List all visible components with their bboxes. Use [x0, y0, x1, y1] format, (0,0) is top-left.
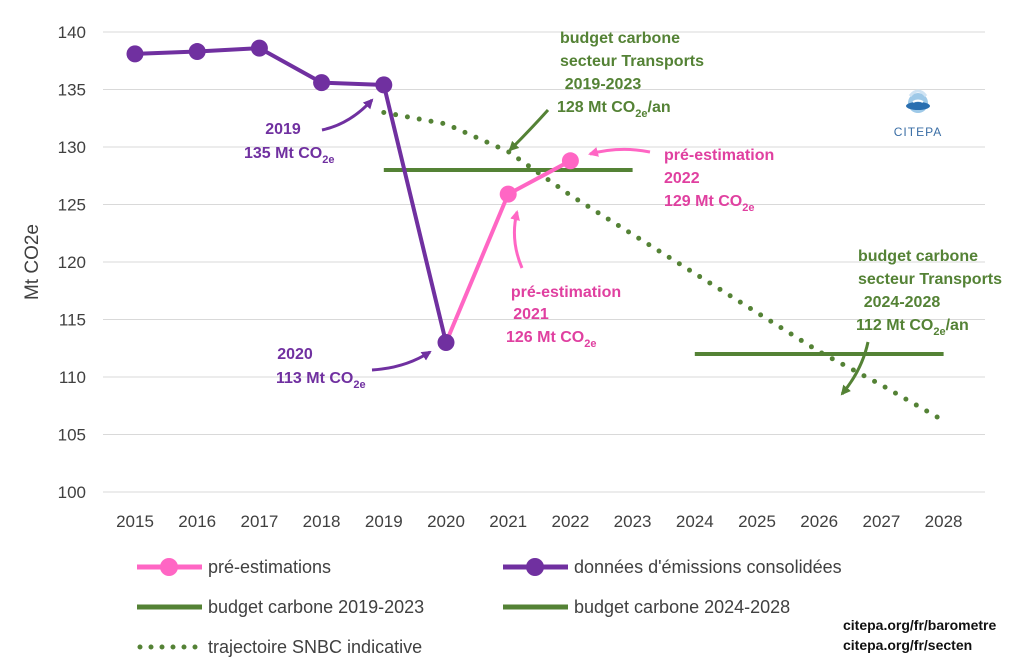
legend-label-budget-2024: budget carbone 2024-2028 [574, 597, 790, 617]
annotation-2022-title: pré-estimation [664, 147, 774, 164]
pre-estimation-point-2021 [499, 185, 517, 203]
series-0-line [134, 46, 448, 343]
annotation-budget-2024-line2: secteur Transports [858, 271, 1002, 288]
legend-marker-donnees [526, 558, 544, 576]
x-tick-2026: 2026 [800, 512, 838, 531]
y-tick-115: 115 [59, 311, 86, 330]
annotation-2021-value: 126 Mt CO2e [506, 329, 597, 350]
arrow-budget-2019 [508, 108, 550, 152]
annotation-2019: 2019 135 Mt CO2e [244, 121, 335, 166]
legend-item-budget-2024-2028: budget carbone 2024-2028 [503, 597, 790, 617]
arrow-budget-2024 [840, 341, 870, 396]
annotation-2019-year: 2019 [265, 121, 301, 138]
x-tick-2016: 2016 [178, 512, 216, 531]
annotation-budget-2019-line1: budget carbone [560, 30, 680, 47]
annotation-budget-2019-2023: budget carbone secteur Transports 2019-2… [557, 30, 704, 120]
annotation-2022-year: 2022 [664, 170, 700, 187]
x-tick-2017: 2017 [240, 512, 278, 531]
annotation-budget-2019-line2: secteur Transports [560, 53, 704, 70]
x-tick-2025: 2025 [738, 512, 776, 531]
consolidated-point-2015 [126, 45, 144, 63]
x-tick-2027: 2027 [862, 512, 900, 531]
x-tick-2019: 2019 [365, 512, 403, 531]
x-tick-labels: 2015 2016 2017 2018 2019 2020 2021 2022 2023 2024… [116, 512, 962, 531]
legend-item-snbc: trajectoire SNBC indicative [137, 637, 422, 657]
annotation-2022-value: 129 Mt CO2e [664, 193, 755, 214]
legend-label-snbc: trajectoire SNBC indicative [208, 637, 422, 657]
y-tick-120: 120 [58, 253, 86, 272]
x-tick-2022: 2022 [551, 512, 589, 531]
arrow-2021 [510, 210, 524, 269]
x-tick-2023: 2023 [614, 512, 652, 531]
annotation-budget-2024-value: 112 Mt CO2e/an [856, 317, 969, 338]
annotation-budget-2024-2028: budget carbone secteur Transports 2024-2… [856, 248, 1002, 338]
annotation-2021-year: 2021 [513, 306, 549, 323]
y-tick-105: 105 [58, 426, 86, 445]
consolidated-point-2018 [313, 74, 331, 92]
arrow-2019 [321, 98, 374, 132]
annotation-budget-2024-line3: 2024-2028 [864, 294, 941, 311]
annotation-2019-value: 135 Mt CO2e [244, 145, 335, 166]
x-tick-2020: 2020 [427, 512, 465, 531]
legend-label-donnees: données d'émissions consolidées [574, 557, 842, 577]
annotation-budget-2019-value: 128 Mt CO2e/an [557, 99, 671, 120]
consolidated-point-2016 [188, 43, 206, 61]
emission-series [126, 39, 579, 351]
legend-label-pre-estimations: pré-estimations [208, 557, 331, 577]
annotation-arrows [321, 98, 870, 396]
snbc-dotted-line [381, 110, 947, 424]
y-tick-110: 110 [59, 368, 86, 387]
snbc-trajectory [381, 110, 947, 424]
arrow-2020 [371, 350, 432, 372]
legend: pré-estimations données d'émissions cons… [137, 557, 842, 657]
annotation-2020: 2020 113 Mt CO2e [276, 346, 366, 391]
y-tick-135: 135 [58, 81, 86, 100]
annotation-2021: pré-estimation 2021 126 Mt CO2e [506, 284, 621, 350]
arrow-2022 [588, 147, 651, 157]
legend-label-budget-2019: budget carbone 2019-2023 [208, 597, 424, 617]
budget-lines [383, 168, 944, 356]
annotation-budget-2019-line3: 2019-2023 [565, 76, 642, 93]
legend-item-donnees-consolidees: données d'émissions consolidées [503, 557, 842, 577]
citepa-logo-text: CITEPA [894, 125, 942, 139]
legend-item-budget-2019-2023: budget carbone 2019-2023 [137, 597, 424, 617]
y-axis-label: Mt CO2e [22, 224, 43, 300]
x-tick-2021: 2021 [489, 512, 527, 531]
consolidated-point-2019 [375, 76, 393, 94]
gridlines [103, 31, 985, 493]
consolidated-point-2020 [437, 334, 455, 351]
x-tick-2028: 2028 [925, 512, 963, 531]
x-tick-2018: 2018 [303, 512, 341, 531]
annotation-2021-title: pré-estimation [511, 284, 621, 301]
x-tick-2015: 2015 [116, 512, 154, 531]
annotation-2020-value: 113 Mt CO2e [276, 370, 366, 391]
y-tick-125: 125 [58, 196, 86, 215]
y-tick-140: 140 [58, 23, 86, 42]
y-tick-labels: 100 105 110 115 120 125 130 135 140 [58, 23, 86, 502]
source-secten: citepa.org/fr/secten [843, 637, 972, 653]
pre-estimation-point-2022 [561, 152, 579, 170]
x-tick-2024: 2024 [676, 512, 714, 531]
source-barometre: citepa.org/fr/barometre [843, 617, 996, 633]
annotation-2020-year: 2020 [277, 346, 313, 363]
annotation-budget-2024-line1: budget carbone [858, 248, 978, 265]
annotation-2022: pré-estimation 2022 129 Mt CO2e [664, 147, 774, 214]
legend-marker-pre-estimations [160, 558, 178, 576]
consolidated-point-2017 [250, 39, 268, 57]
y-tick-130: 130 [58, 138, 86, 157]
y-tick-100: 100 [58, 483, 86, 502]
legend-item-pre-estimations: pré-estimations [137, 557, 331, 577]
citepa-logo: CITEPA [894, 89, 942, 139]
citepa-globe-logo-icon [906, 89, 930, 113]
